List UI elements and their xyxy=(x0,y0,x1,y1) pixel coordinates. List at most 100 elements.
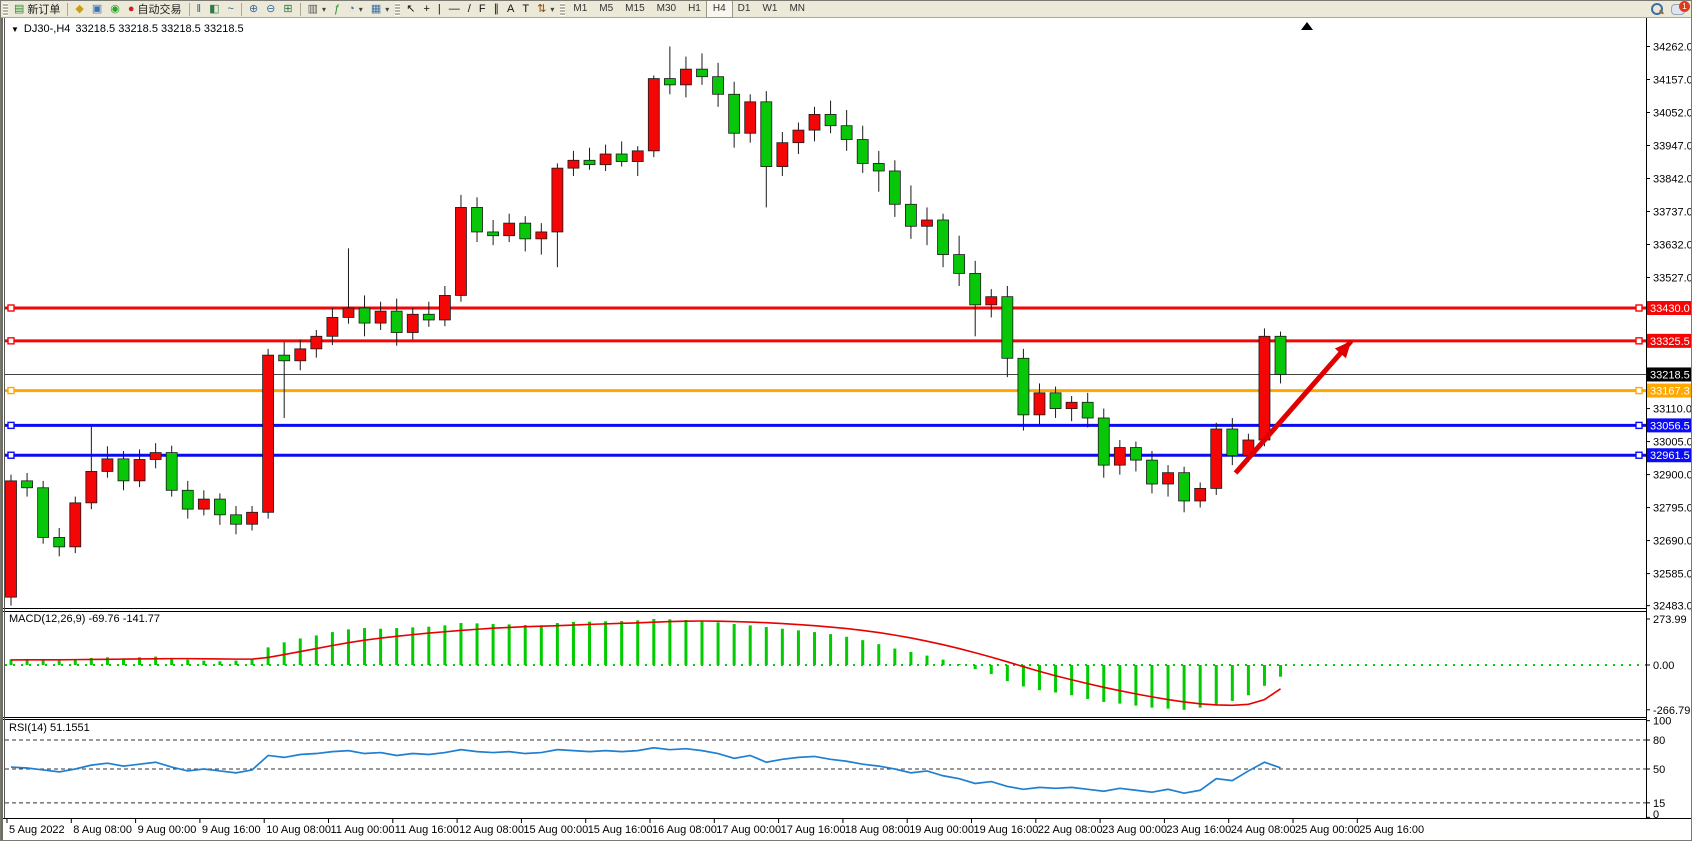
label-icon: T xyxy=(522,3,530,15)
line-anchor-square[interactable] xyxy=(1635,337,1643,345)
profiles-button[interactable]: ▥ ▾ xyxy=(304,1,330,17)
line-anchor-square[interactable] xyxy=(7,386,15,395)
candle-up xyxy=(5,480,17,598)
rsi-axis-label: 50 xyxy=(1653,764,1665,776)
price-axis-label: 33737.0 xyxy=(1653,207,1692,219)
search-icon[interactable] xyxy=(1651,3,1663,15)
crosshair-button[interactable]: + xyxy=(419,1,433,17)
price-axis-label: 33947.0 xyxy=(1653,141,1692,153)
price-line-label: 33056.5 xyxy=(1650,420,1690,432)
timeframe-m30-button[interactable]: M30 xyxy=(651,1,682,17)
chart-collapse-icon[interactable]: ▼ xyxy=(11,24,19,34)
zoom-in-button[interactable]: ⊕ xyxy=(245,1,262,17)
price-axis-label: 32483.0 xyxy=(1653,601,1692,613)
chevron-down-icon[interactable]: ▾ xyxy=(550,4,555,14)
styler-button[interactable]: ◆ xyxy=(71,1,87,17)
signal-button[interactable]: ◉ xyxy=(106,1,124,17)
candle-down xyxy=(840,125,853,140)
timeframe-m5-button[interactable]: M5 xyxy=(593,1,619,17)
line-anchor-square[interactable] xyxy=(1635,421,1643,430)
chevron-down-icon[interactable]: ▾ xyxy=(322,4,327,14)
fibo-button[interactable]: F xyxy=(475,1,490,17)
label-button[interactable]: T xyxy=(518,1,533,17)
macd-axis-label: -266.79 xyxy=(1653,705,1690,717)
candle-up xyxy=(567,159,580,169)
chart-ohlc-quotes: 33218.5 33218.5 33218.5 33218.5 xyxy=(75,23,244,35)
templates-button[interactable]: ▦ ▾ xyxy=(367,1,393,17)
timeframe-mn-button-label: MN xyxy=(789,3,806,14)
price-line-label: 33430.0 xyxy=(1650,303,1690,315)
price-line-label-box xyxy=(1647,367,1691,382)
arrows-button[interactable]: ⇅ ▾ xyxy=(533,1,558,17)
candle-up xyxy=(85,471,98,504)
chart-svg[interactable]: 34262.0 34157.0 34052.0 33947.0 33842.0 33737… xyxy=(3,18,1692,841)
time-axis-label: 16 Aug 08:00 xyxy=(652,824,717,836)
candle-down xyxy=(519,222,532,240)
macd-axis-label: 273.99 xyxy=(1653,614,1687,626)
tile-windows-button[interactable]: ⊞ xyxy=(279,1,296,17)
price-axis-label: 33527.0 xyxy=(1653,273,1692,285)
line-anchor-square[interactable] xyxy=(7,451,15,459)
price-line-label: 33218.5 xyxy=(1650,369,1690,381)
trendline-button[interactable]: / xyxy=(464,1,475,17)
timeframe-m15-button[interactable]: M15 xyxy=(619,1,650,17)
channel-button[interactable]: ∥ xyxy=(490,1,504,17)
tile-windows-icon: ⊞ xyxy=(283,3,293,15)
line-anchor-square[interactable] xyxy=(7,421,15,430)
candle-down xyxy=(760,101,773,167)
trend-arrow[interactable] xyxy=(1233,339,1354,475)
candle-down xyxy=(615,153,628,162)
price-axis-label: 32585.0 xyxy=(1653,569,1692,581)
text-button[interactable]: A xyxy=(503,1,518,17)
autotrade-button[interactable]: ● 自动交易 xyxy=(124,1,186,17)
timeframe-w1-button[interactable]: W1 xyxy=(756,1,783,17)
new-order-button[interactable]: ▤ 新订单 xyxy=(10,1,64,17)
chart-window[interactable]: ▼ DJ30-,H4 33218.5 33218.5 33218.5 33218… xyxy=(1,18,1692,841)
candle-down xyxy=(1001,296,1014,359)
candle-down xyxy=(37,487,50,538)
timeframe-h1-button[interactable]: H1 xyxy=(682,1,707,17)
price-axis-label: 34157.0 xyxy=(1653,75,1692,87)
hline-icon: — xyxy=(448,3,460,15)
chevron-down-icon[interactable]: ▾ xyxy=(385,4,390,14)
timeframe-m1-button[interactable]: M1 xyxy=(567,1,593,17)
line-anchor-square[interactable] xyxy=(1635,304,1643,312)
main-toolbar: ▤ 新订单 ◆ ▣ ◉ ● 自动交易 ‖ ◧ ~ ⊕ ⊖ ⊞ ▥ ▾ ƒ ◔ ▾ ▦ ▾ ↖ + | — / F ∥ A T ⇅ ▾ M1 M5… xyxy=(1,1,1691,18)
profiles-icon: ▥ xyxy=(307,3,318,15)
trend-arrow-head xyxy=(1334,341,1352,359)
candle-down xyxy=(278,354,291,362)
chat-icon[interactable]: 1 xyxy=(1671,1,1690,15)
chevron-down-icon[interactable]: ▾ xyxy=(358,4,363,14)
candlestick-button[interactable]: ◧ xyxy=(205,1,223,17)
periods-button[interactable]: ◔ ▾ xyxy=(344,1,367,17)
candle-up xyxy=(149,452,162,460)
price-line-label-box xyxy=(1647,448,1691,463)
line-anchor-square[interactable] xyxy=(7,304,15,312)
text-icon: A xyxy=(507,3,515,15)
bar-chart-button[interactable]: ‖ xyxy=(193,1,206,17)
vline-button[interactable]: | xyxy=(434,1,445,17)
candle-up xyxy=(776,142,789,167)
cursor-button[interactable]: ↖ xyxy=(402,1,419,17)
candle-down xyxy=(1017,357,1030,416)
price-line-label: 33167.3 xyxy=(1650,386,1690,398)
line-anchor-square[interactable] xyxy=(7,337,15,345)
line-anchor-square[interactable] xyxy=(1635,386,1643,395)
candle-down xyxy=(953,254,966,274)
candle-down xyxy=(422,313,435,321)
rsi-axis-label: 0 xyxy=(1653,809,1659,821)
timeframe-h4-button[interactable]: H4 xyxy=(705,1,733,18)
hline-button[interactable]: — xyxy=(445,1,464,17)
candle-down xyxy=(1178,472,1191,502)
candle-up xyxy=(1194,488,1207,502)
timeframe-mn-button[interactable]: MN xyxy=(783,1,811,17)
toolbar-separator xyxy=(240,2,242,16)
line-chart-button[interactable]: ~ xyxy=(224,1,238,17)
candlestick-icon: ◧ xyxy=(209,3,220,15)
zoom-out-button[interactable]: ⊖ xyxy=(262,1,279,17)
rsi-indicator-label: RSI(14) 51.1551 xyxy=(9,722,90,734)
terminal-button[interactable]: ▣ xyxy=(88,1,106,17)
timeframe-d1-button[interactable]: D1 xyxy=(732,1,757,17)
indicators-button[interactable]: ƒ xyxy=(330,1,344,17)
line-anchor-square[interactable] xyxy=(1635,451,1643,459)
